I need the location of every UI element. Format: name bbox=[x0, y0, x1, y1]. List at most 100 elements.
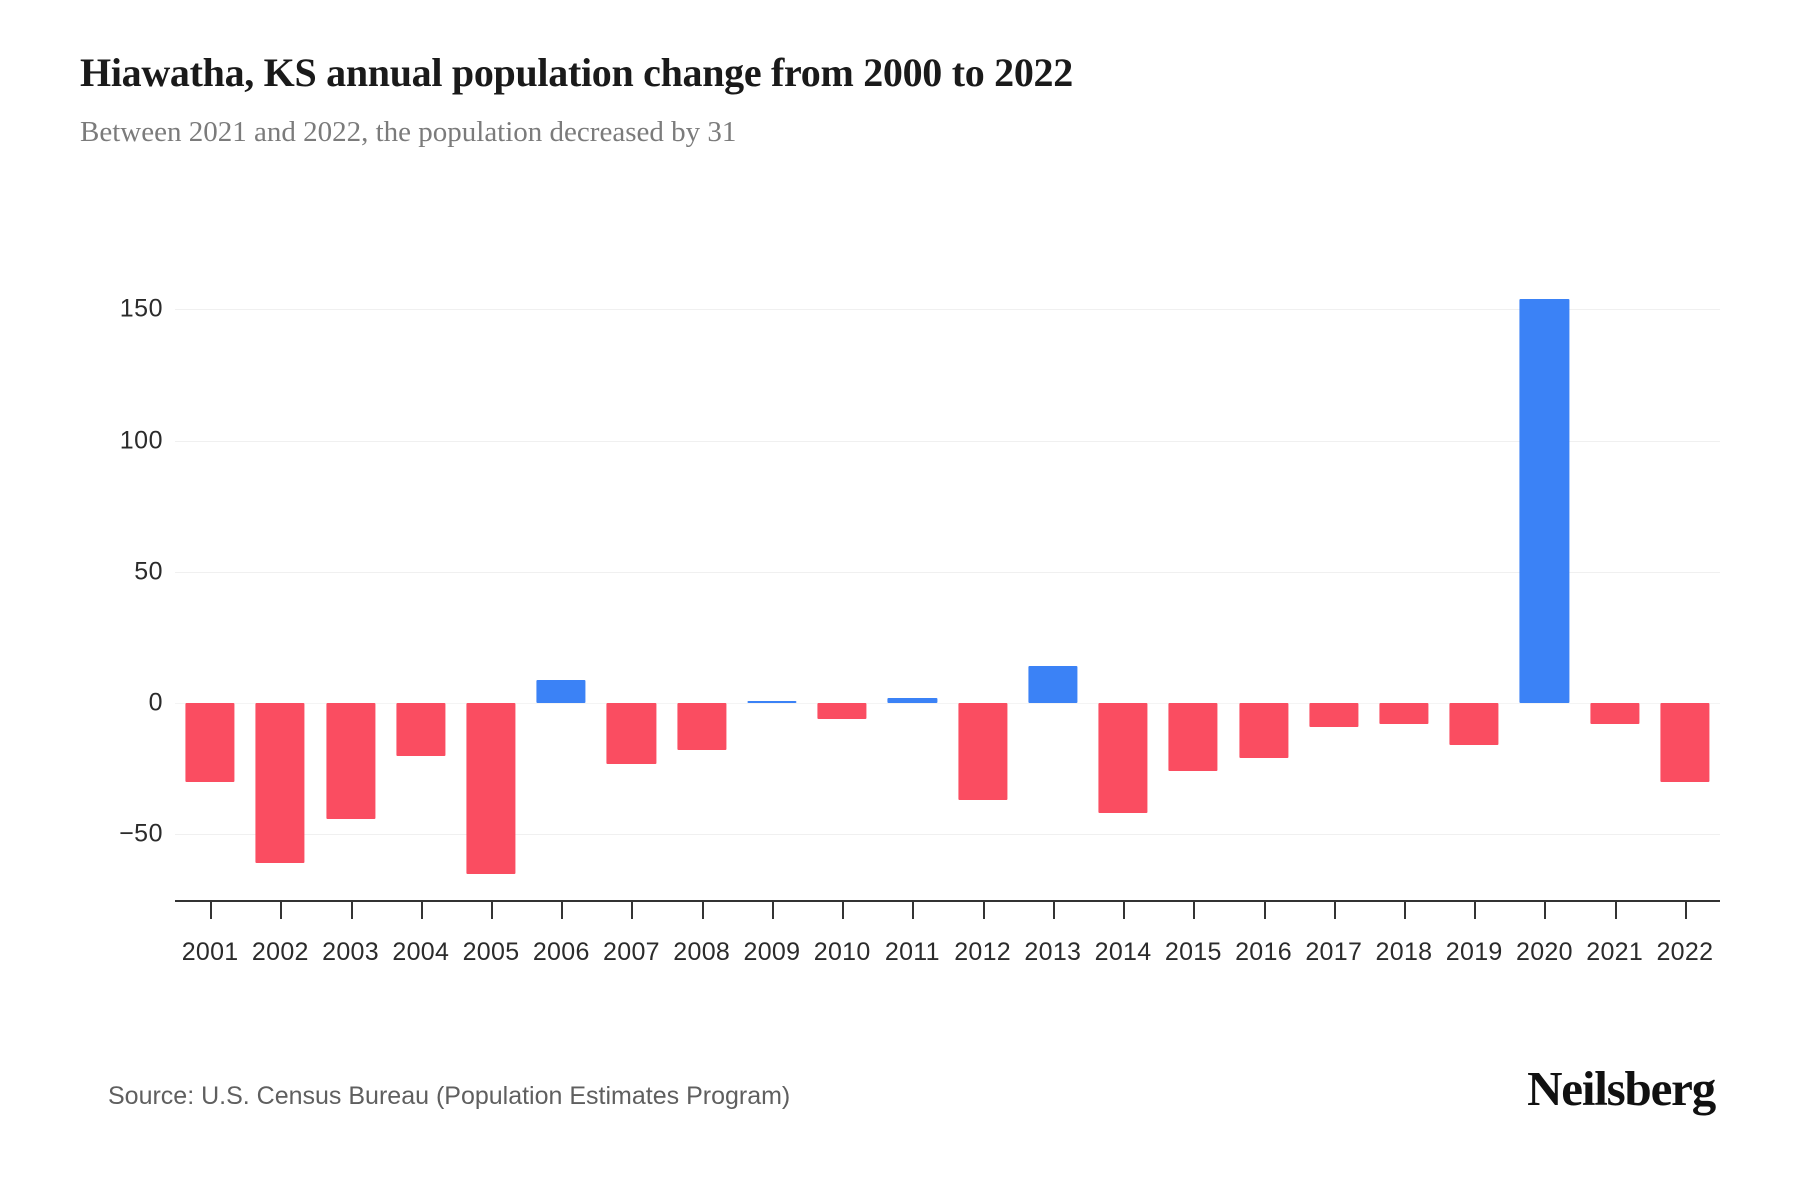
x-axis-tick-label-2005: 2005 bbox=[462, 938, 520, 966]
bar-slot bbox=[1088, 270, 1158, 900]
chart-header: Hiawatha, KS annual population change fr… bbox=[80, 48, 1720, 152]
bar-slot bbox=[877, 270, 947, 900]
bar-2005[interactable] bbox=[466, 703, 516, 874]
bar-2013[interactable] bbox=[1028, 666, 1078, 704]
bar-slot bbox=[1439, 270, 1509, 900]
bar-2011[interactable] bbox=[887, 697, 937, 704]
bar-2007[interactable] bbox=[606, 703, 657, 764]
bar-slot bbox=[1369, 270, 1439, 900]
bar-2019[interactable] bbox=[1449, 703, 1499, 746]
x-axis-tick-label-2013: 2013 bbox=[1024, 938, 1082, 966]
bar-slot bbox=[1018, 270, 1088, 900]
x-axis-tickmark bbox=[1474, 902, 1477, 919]
x-axis-tick-label-2019: 2019 bbox=[1445, 938, 1503, 966]
bar-2018[interactable] bbox=[1379, 703, 1429, 725]
x-axis-tickmark bbox=[210, 902, 213, 919]
x-axis-tick-label-2009: 2009 bbox=[743, 938, 801, 966]
x-axis-tick-label-2016: 2016 bbox=[1235, 938, 1292, 966]
x-axis-tick-label-2020: 2020 bbox=[1516, 938, 1573, 966]
x-axis-tickmark bbox=[491, 902, 494, 919]
x-axis-tickmark bbox=[1403, 902, 1406, 919]
x-axis-tick-label-2001: 2001 bbox=[181, 938, 239, 966]
y-axis-tick-label: 150 bbox=[119, 294, 163, 323]
x-axis-tick-label-2022: 2022 bbox=[1656, 938, 1714, 966]
bar-slot bbox=[1158, 270, 1228, 900]
x-axis-tickmark bbox=[982, 902, 985, 919]
bar-2012[interactable] bbox=[958, 703, 1008, 801]
bar-2022[interactable] bbox=[1660, 703, 1710, 782]
bar-2015[interactable] bbox=[1168, 703, 1218, 772]
gridline bbox=[175, 309, 1720, 311]
y-axis-tick-label: −50 bbox=[119, 819, 163, 848]
bar-2010[interactable] bbox=[817, 703, 867, 719]
gridline bbox=[175, 571, 1720, 573]
page-title: Hiawatha, KS annual population change fr… bbox=[80, 50, 1073, 95]
bar-slot bbox=[526, 270, 596, 900]
gridline bbox=[175, 440, 1720, 442]
y-axis-tick-label: 100 bbox=[119, 426, 163, 455]
bar-2020[interactable] bbox=[1519, 298, 1569, 704]
x-axis-tick-label-2004: 2004 bbox=[392, 938, 450, 966]
x-axis-tickmark bbox=[1193, 902, 1196, 919]
x-axis-tick-label-2015: 2015 bbox=[1164, 938, 1222, 966]
bar-2009[interactable] bbox=[747, 700, 797, 704]
bar-2004[interactable] bbox=[396, 703, 446, 756]
x-axis-tickmark bbox=[561, 902, 564, 919]
bar-slot bbox=[386, 270, 456, 900]
x-axis-tickmark bbox=[771, 902, 774, 919]
x-axis-tick-label-2002: 2002 bbox=[251, 938, 309, 966]
zero-line bbox=[175, 703, 1720, 705]
bar-2008[interactable] bbox=[677, 703, 727, 751]
bar-2016[interactable] bbox=[1238, 703, 1289, 759]
y-axis-tick-label: 0 bbox=[148, 688, 163, 717]
x-axis-tickmark bbox=[912, 902, 915, 919]
bar-slot bbox=[596, 270, 666, 900]
x-axis-tick-label-2014: 2014 bbox=[1094, 938, 1152, 966]
bar-2001[interactable] bbox=[185, 703, 235, 782]
plot-area bbox=[175, 270, 1720, 900]
bar-slot bbox=[456, 270, 526, 900]
y-axis-tick-label: 50 bbox=[134, 557, 163, 586]
bar-slot bbox=[1299, 270, 1369, 900]
x-axis-tick-label-2010: 2010 bbox=[813, 938, 871, 966]
x-axis-tick-label-2003: 2003 bbox=[322, 938, 379, 966]
x-axis-tickmark bbox=[701, 902, 704, 919]
x-axis-tickmark bbox=[842, 902, 845, 919]
bar-2006[interactable] bbox=[536, 679, 586, 704]
x-axis-tick-label-2007: 2007 bbox=[603, 938, 660, 966]
x-axis-tickmark bbox=[631, 902, 634, 919]
x-axis-tick-label-2017: 2017 bbox=[1305, 938, 1363, 966]
bar-slot bbox=[667, 270, 737, 900]
x-axis-tickmark bbox=[1123, 902, 1126, 919]
x-axis-tick-label-2012: 2012 bbox=[954, 938, 1012, 966]
bar-slot bbox=[1650, 270, 1720, 900]
x-axis-tickmark bbox=[280, 902, 283, 919]
source-note: Source: U.S. Census Bureau (Population E… bbox=[108, 1082, 791, 1110]
bar-slot bbox=[1509, 270, 1579, 900]
x-axis-tickmark bbox=[420, 902, 423, 919]
x-axis-tick-label-2006: 2006 bbox=[532, 938, 590, 966]
bar-2003[interactable] bbox=[325, 703, 376, 819]
bar-2002[interactable] bbox=[255, 703, 305, 864]
brand-logo: Neilsberg bbox=[1527, 1061, 1716, 1116]
bar-slot bbox=[315, 270, 385, 900]
x-axis-tickmark bbox=[1544, 902, 1547, 919]
bar-slot bbox=[245, 270, 315, 900]
chart-subtitle: Between 2021 and 2022, the population de… bbox=[80, 116, 737, 148]
x-axis-line bbox=[175, 900, 1720, 902]
x-axis-tick-label-2011: 2011 bbox=[884, 938, 940, 966]
x-axis-tickmark bbox=[1614, 902, 1617, 919]
gridline bbox=[175, 834, 1720, 836]
x-axis-tickmark bbox=[1263, 902, 1266, 919]
x-axis-tick-label-2021: 2021 bbox=[1586, 938, 1644, 966]
x-axis-tickmark bbox=[1333, 902, 1336, 919]
bar-2014[interactable] bbox=[1098, 703, 1148, 814]
bar-2017[interactable] bbox=[1309, 703, 1359, 727]
bar-slot bbox=[807, 270, 877, 900]
bar-slot bbox=[175, 270, 245, 900]
x-axis-tick-label-2018: 2018 bbox=[1375, 938, 1433, 966]
bar-2021[interactable] bbox=[1590, 703, 1640, 725]
x-axis-tick-label-2008: 2008 bbox=[673, 938, 731, 966]
bar-slot bbox=[1580, 270, 1650, 900]
